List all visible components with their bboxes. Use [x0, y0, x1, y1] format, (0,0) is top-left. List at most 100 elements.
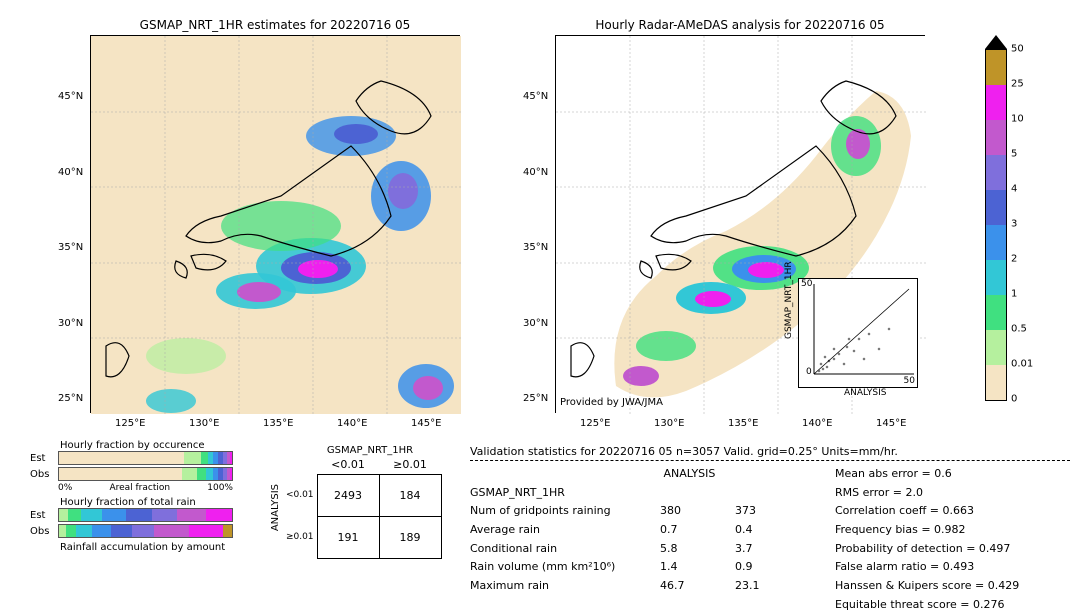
frac-seg	[230, 468, 232, 480]
accum-title: Rainfall accumulation by amount	[60, 542, 250, 553]
cont-col-0: <0.01	[317, 456, 379, 474]
val-row-label: Average rain	[470, 521, 660, 540]
map-right-title: Hourly Radar-AMeDAS analysis for 2022071…	[556, 18, 924, 32]
cb-tick: 4	[1011, 184, 1017, 195]
map-left: GSMAP_NRT_1HR estimates for 20220716 05	[90, 35, 460, 413]
validation-metric: Mean abs error = 0.6	[835, 465, 1065, 484]
ytick: 40°N	[58, 167, 83, 178]
xtick: 140°E	[337, 418, 367, 429]
cb-tick: 50	[1011, 44, 1024, 55]
metric-value: 0.429	[988, 579, 1020, 592]
frac-seg	[102, 509, 126, 521]
cb-seg	[986, 365, 1006, 400]
metric-label: Probability of detection =	[835, 542, 975, 555]
validation-row: Rain volume (mm km²10⁶)1.40.9	[470, 558, 835, 577]
frac-seg	[154, 525, 189, 537]
val-row-a: 1.4	[660, 558, 735, 577]
map-left-svg	[91, 36, 461, 414]
xtick: 135°E	[263, 418, 293, 429]
metric-label: Correlation coeff =	[835, 504, 939, 517]
frac-seg	[223, 525, 232, 537]
rain-est-bar	[58, 508, 233, 522]
val-row-a: 5.8	[660, 540, 735, 559]
rain-obs-bar	[58, 524, 233, 538]
occ-obs-bar	[58, 467, 233, 481]
cb-tick: 25	[1011, 79, 1024, 90]
inset-y-min: 0	[806, 367, 812, 377]
validation-metric: Correlation coeff = 0.663	[835, 502, 1065, 521]
validation-metric: Hanssen & Kuipers score = 0.429	[835, 577, 1065, 596]
val-row-b: 0.4	[735, 523, 753, 536]
frac-seg	[68, 509, 82, 521]
frac-seg	[230, 452, 232, 464]
validation-metric: False alarm ratio = 0.493	[835, 558, 1065, 577]
axis-100: 100%	[207, 483, 233, 493]
frac-seg	[92, 525, 111, 537]
map-attribution: Provided by JWA/JMA	[560, 397, 663, 408]
inset-ylabel: GSMAP_NRT_1HR	[784, 249, 794, 339]
validation-block: Validation statistics for 20220716 05 n=…	[470, 445, 1070, 615]
xtick: 135°E	[728, 418, 758, 429]
est-label: Est	[30, 453, 45, 464]
frac-seg	[197, 468, 206, 480]
colorbar-over-icon	[985, 35, 1007, 49]
cb-seg	[986, 225, 1006, 260]
frac-seg	[126, 509, 152, 521]
xtick: 130°E	[654, 418, 684, 429]
xtick: 125°E	[115, 418, 145, 429]
cont-title: GSMAP_NRT_1HR	[285, 445, 455, 456]
frac-seg	[152, 509, 176, 521]
cont-row-0: <0.01	[283, 474, 317, 516]
validation-metric: Probability of detection = 0.497	[835, 540, 1065, 559]
ytick: 45°N	[523, 91, 548, 102]
frac-seg	[59, 468, 182, 480]
val-row-a: 0.7	[660, 521, 735, 540]
cb-seg	[986, 190, 1006, 225]
axis-mid: Areal fraction	[109, 483, 170, 493]
frac-seg	[111, 525, 132, 537]
metric-label: Frequency bias =	[835, 523, 931, 536]
frac-seg	[177, 509, 206, 521]
contingency-block: GSMAP_NRT_1HR ANALYSIS <0.01 ≥0.01 <0.01…	[270, 445, 455, 559]
cb-seg	[986, 295, 1006, 330]
cb-seg	[986, 330, 1006, 365]
xtick: 130°E	[189, 418, 219, 429]
cb-seg	[986, 50, 1006, 85]
cb-tick: 1	[1011, 289, 1017, 300]
frac-seg	[184, 452, 201, 464]
metric-value: 0.493	[943, 560, 975, 573]
frac-seg	[59, 525, 66, 537]
colorbar-segments	[985, 49, 1007, 401]
cont-cell-10: 191	[317, 516, 379, 558]
occ-est-bar	[58, 451, 233, 465]
cont-cell-01: 184	[379, 474, 441, 516]
val-col-2: GSMAP_NRT_1HR	[470, 484, 565, 503]
frac-seg	[132, 525, 154, 537]
cont-row-axis: ANALYSIS	[270, 484, 281, 531]
metric-value: 0.663	[943, 504, 975, 517]
cb-seg	[986, 120, 1006, 155]
cb-tick: 0	[1011, 394, 1017, 405]
val-row-a: 380	[660, 502, 735, 521]
ytick: 35°N	[58, 242, 83, 253]
ytick: 30°N	[58, 318, 83, 329]
val-row-b: 3.7	[735, 542, 753, 555]
cb-seg	[986, 85, 1006, 120]
frac-seg	[189, 525, 224, 537]
metric-value: 0.982	[934, 523, 966, 536]
validation-metrics: Mean abs error = 0.6RMS error = 2.0Corre…	[835, 465, 1065, 615]
frac-seg	[201, 452, 208, 464]
map-left-title: GSMAP_NRT_1HR estimates for 20220716 05	[91, 18, 459, 32]
est-label: Est	[30, 510, 45, 521]
frac-seg	[206, 468, 213, 480]
xtick: 140°E	[802, 418, 832, 429]
cb-seg	[986, 260, 1006, 295]
metric-label: Equitable threat score =	[835, 598, 969, 611]
val-row-label: Maximum rain	[470, 577, 660, 596]
obs-label: Obs	[30, 469, 49, 480]
frac-seg	[81, 509, 102, 521]
ytick: 25°N	[58, 393, 83, 404]
axis-0: 0%	[58, 483, 72, 493]
inset-y-max: 50	[801, 279, 812, 289]
val-row-label: Conditional rain	[470, 540, 660, 559]
